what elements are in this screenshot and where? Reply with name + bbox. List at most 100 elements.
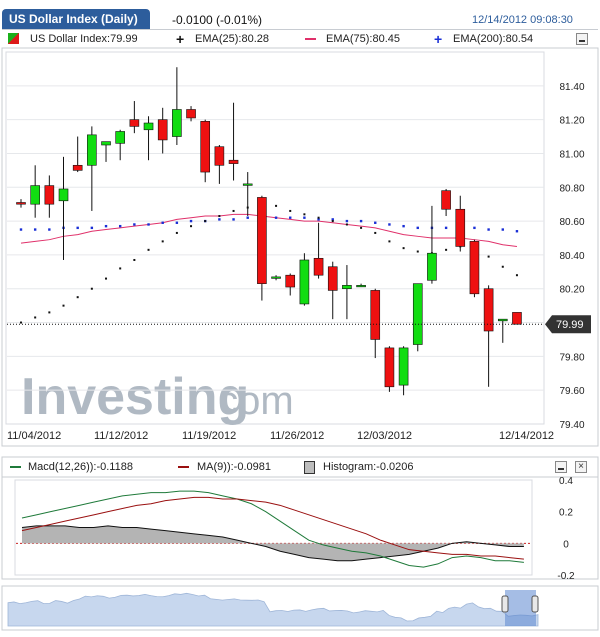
ema25-point	[317, 216, 320, 219]
candle-body	[87, 134, 97, 166]
ema75-line	[20, 213, 518, 247]
candle-body	[455, 208, 466, 247]
legend-macd: Macd(12,26)):-0.1188	[28, 461, 133, 473]
ma-line-icon	[178, 466, 189, 468]
ema25-point	[515, 274, 518, 277]
ema200-point	[133, 223, 136, 226]
candle-body	[72, 164, 83, 171]
ema200-point	[48, 228, 51, 231]
candle-body	[172, 109, 182, 137]
ema200-point	[402, 224, 405, 228]
candle-body	[271, 276, 281, 279]
price-y-tick: 79.80	[559, 352, 584, 363]
ema200-point	[19, 228, 23, 231]
ema25-point	[402, 247, 405, 250]
candle-body	[497, 318, 508, 322]
candle-body	[44, 185, 55, 205]
ema200-point	[76, 226, 79, 230]
ema200-point	[317, 218, 320, 221]
candle-body	[342, 285, 352, 290]
ema200-point	[189, 219, 193, 223]
candle-body	[30, 185, 40, 205]
ema200-point	[104, 224, 108, 228]
navigator-area	[7, 592, 539, 627]
watermark-brand: Investing	[21, 368, 249, 426]
ema200-point	[374, 221, 377, 224]
ema25-point	[175, 231, 178, 234]
ema200-point	[345, 219, 349, 223]
ema25-point	[48, 311, 51, 314]
minimize-macd-icon[interactable]	[555, 461, 567, 473]
candle-body	[299, 259, 310, 305]
candle-body	[356, 285, 366, 288]
candle-body	[115, 131, 125, 144]
macd-y-tick: 0.2	[559, 508, 573, 519]
ema25-point	[133, 258, 136, 261]
chart-title-tab[interactable]: US Dollar Index (Daily)	[2, 9, 150, 29]
candles	[16, 67, 522, 396]
price-x-tick: 12/14/2012	[499, 430, 554, 442]
price-y-tick: 79.40	[559, 420, 584, 431]
close-macd-icon[interactable]: ×	[575, 461, 587, 473]
candle-body	[242, 183, 253, 186]
ema200-point	[501, 228, 504, 231]
ema25-point	[147, 248, 150, 251]
header-divider	[2, 29, 598, 30]
ema25-point	[303, 213, 306, 216]
ema25-point	[161, 240, 164, 243]
navigator-selection	[505, 590, 536, 626]
ema25-point	[232, 209, 235, 212]
price-chart-frame	[1, 47, 599, 447]
ema25-point	[76, 296, 79, 299]
macd-line	[21, 490, 524, 568]
macd-y-tick: -0.2	[557, 571, 575, 582]
price-y-tick: 80.60	[559, 217, 584, 228]
price-x-tick: 11/19/2012	[182, 430, 236, 442]
candle-body	[327, 266, 338, 291]
macd-y-tick: 0.4	[559, 476, 573, 487]
ema200-point	[444, 226, 448, 230]
price-change: -0.0100 (-0.01%)	[172, 13, 263, 27]
candle-body	[285, 274, 296, 288]
ma-line	[21, 496, 524, 560]
candle-body	[157, 119, 168, 141]
price-y-tick: 79.60	[559, 386, 584, 397]
ema200-point	[388, 223, 391, 226]
ema25-point	[331, 220, 334, 223]
macd-legend: Macd(12,26)):-0.1188 MA(9)):-0.0981 Hist…	[2, 458, 598, 476]
last-price-label: 79.99	[556, 319, 584, 331]
ema200-point	[331, 218, 334, 221]
candle-body	[398, 347, 409, 386]
price-y-tick: 81.20	[559, 116, 584, 127]
ema25-point	[445, 248, 448, 251]
candle-body	[16, 202, 26, 205]
ema200-point	[90, 226, 94, 230]
ema200-point	[473, 226, 476, 230]
ema200-point	[118, 224, 122, 228]
navigator-handle-right	[531, 595, 539, 613]
watermark-tld: .com	[207, 379, 294, 423]
last-price-box	[545, 315, 591, 334]
price-x-tick: 11/12/2012	[94, 430, 148, 442]
price-x-tick: 11/04/2012	[7, 430, 61, 442]
minimize-icon[interactable]	[576, 33, 588, 45]
plus-icon-blue: +	[434, 31, 443, 47]
ema200-point	[246, 216, 249, 219]
ema200-point	[515, 230, 519, 233]
candle-body	[441, 190, 451, 210]
histogram-line	[21, 525, 524, 562]
candle-body	[186, 109, 196, 119]
navigator[interactable]	[7, 590, 539, 627]
ema200-point	[274, 216, 278, 219]
price-y-tick: 81.00	[559, 149, 584, 160]
macd-line-icon	[10, 466, 21, 468]
histogram-icon	[304, 461, 315, 474]
ema25-point	[190, 225, 193, 228]
ema25-point	[345, 223, 348, 226]
ema25-point	[275, 204, 278, 207]
candle-body	[101, 141, 111, 146]
ema25-point	[119, 267, 122, 270]
macd-y-tick: 0	[563, 539, 569, 550]
ema200-point	[161, 221, 164, 224]
